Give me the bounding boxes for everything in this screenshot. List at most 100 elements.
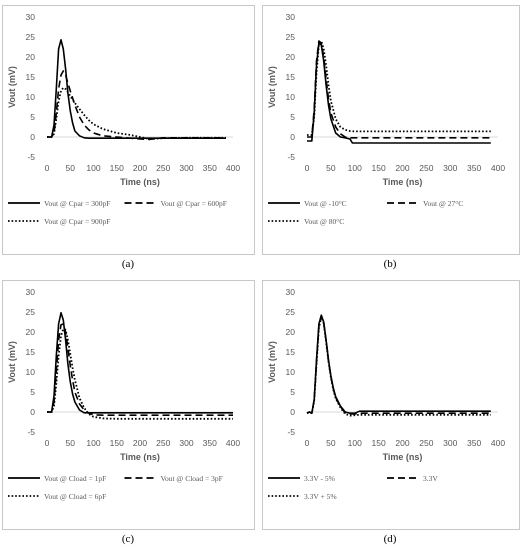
panel-label-c: (c) <box>121 533 135 545</box>
panel-label-d: (d) <box>383 533 397 545</box>
p0-ylabel: Vout (mV) <box>7 66 17 108</box>
p1-xtick-350: 350 <box>467 163 481 173</box>
p1-ytick-20: 20 <box>286 52 296 62</box>
p1-series-dashed-line <box>307 40 491 139</box>
p3-ytick-15: 15 <box>286 347 296 357</box>
p2-xtick-150: 150 <box>110 438 124 448</box>
p1-ylabel: Vout (mV) <box>267 66 277 108</box>
p1-legend-label-dotted: Vout @ 80°C <box>304 217 344 226</box>
p1-legend-label-solid: Vout @ -10°C <box>304 199 347 208</box>
p2-legend-label-dashed: Vout @ Cload = 3pF <box>161 474 223 483</box>
p0-xlabel: Time (ns) <box>120 177 160 187</box>
p2-ytick-15: 15 <box>26 347 36 357</box>
p2-ytick-0: 0 <box>30 407 35 417</box>
p2-xtick-100: 100 <box>86 438 100 448</box>
p3-xtick-300: 300 <box>443 438 457 448</box>
p0-ytick-0: 0 <box>30 132 35 142</box>
p2-xtick-200: 200 <box>133 438 147 448</box>
p3-ylabel: Vout (mV) <box>267 341 277 383</box>
p2-series-solid-line <box>47 311 233 414</box>
panel-d-frame <box>262 280 520 530</box>
panel-b-frame <box>262 5 520 255</box>
p0-legend-label-solid: Vout @ Cpar = 300pF <box>44 199 110 208</box>
p0-ytick-15: 15 <box>26 72 36 82</box>
p1-ytick-30: 30 <box>286 12 296 22</box>
p2-xtick-300: 300 <box>179 438 193 448</box>
p3-ytick-5: 5 <box>290 387 295 397</box>
panel-a-frame <box>2 5 255 255</box>
p2-series-dashed-line <box>47 323 233 416</box>
p1-ytick-0: 0 <box>290 132 295 142</box>
p1-xtick-50: 50 <box>326 163 336 173</box>
p2-xtick-50: 50 <box>66 438 76 448</box>
p3-series-dotted-line <box>306 315 491 417</box>
p3-xtick-400: 400 <box>491 438 505 448</box>
p0-xtick-100: 100 <box>86 163 100 173</box>
p2-ytick-25: 25 <box>26 307 36 317</box>
p1-ytick-10: 10 <box>286 92 296 102</box>
p3-ytick--5: -5 <box>287 427 295 437</box>
p3-xtick-0: 0 <box>305 438 310 448</box>
p3-series-solid-line <box>306 314 491 414</box>
p3-ytick-20: 20 <box>286 327 296 337</box>
p3-legend-label-dotted: 3.3V + 5% <box>304 492 337 501</box>
p2-series-dotted-line <box>47 327 233 420</box>
p0-series-solid-line <box>47 38 226 139</box>
p2-ytick-5: 5 <box>30 387 35 397</box>
p1-xtick-300: 300 <box>443 163 457 173</box>
p0-legend-label-dotted: Vout @ Cpar = 900pF <box>44 217 110 226</box>
p1-xtick-400: 400 <box>491 163 505 173</box>
p1-xtick-150: 150 <box>372 163 386 173</box>
p3-legend-label-solid: 3.3V - 5% <box>304 474 335 483</box>
p2-xtick-400: 400 <box>226 438 240 448</box>
p1-xtick-0: 0 <box>305 163 310 173</box>
p0-ytick-5: 5 <box>30 112 35 122</box>
p3-ytick-30: 30 <box>286 287 296 297</box>
p0-ytick-10: 10 <box>26 92 36 102</box>
p1-xtick-100: 100 <box>348 163 362 173</box>
p1-series-dotted-line <box>307 40 491 136</box>
panel-label-b: (b) <box>383 258 397 270</box>
p1-xtick-250: 250 <box>419 163 433 173</box>
p3-legend-label-dashed: 3.3V <box>423 474 438 483</box>
p1-xtick-200: 200 <box>395 163 409 173</box>
p3-xtick-350: 350 <box>467 438 481 448</box>
p1-ytick--5: -5 <box>287 152 295 162</box>
p2-xtick-0: 0 <box>45 438 50 448</box>
p0-xtick-400: 400 <box>226 163 240 173</box>
p1-xlabel: Time (ns) <box>383 177 423 187</box>
panel-c-frame <box>2 280 255 530</box>
p2-legend-label-solid: Vout @ Cload = 1pF <box>44 474 106 483</box>
p1-ytick-25: 25 <box>286 32 296 42</box>
p2-ylabel: Vout (mV) <box>7 341 17 383</box>
p3-xtick-150: 150 <box>372 438 386 448</box>
p2-ytick-20: 20 <box>26 327 36 337</box>
p1-ytick-15: 15 <box>286 72 296 82</box>
p2-xtick-250: 250 <box>156 438 170 448</box>
p2-ytick-10: 10 <box>26 367 36 377</box>
p3-series-dashed-line <box>306 315 491 415</box>
p1-series-solid-line <box>307 42 491 144</box>
p0-ytick--5: -5 <box>27 152 35 162</box>
p0-series-dotted-line <box>47 86 226 140</box>
p0-legend-label-dashed: Vout @ Cpar = 600pF <box>161 199 227 208</box>
p0-xtick-350: 350 <box>203 163 217 173</box>
p0-xtick-300: 300 <box>179 163 193 173</box>
p3-ytick-25: 25 <box>286 307 296 317</box>
p3-xlabel: Time (ns) <box>383 452 423 462</box>
p0-xtick-250: 250 <box>156 163 170 173</box>
p0-xtick-200: 200 <box>133 163 147 173</box>
p0-ytick-20: 20 <box>26 52 36 62</box>
p3-xtick-200: 200 <box>395 438 409 448</box>
p3-xtick-50: 50 <box>326 438 336 448</box>
p1-ytick-5: 5 <box>290 112 295 122</box>
p2-xtick-350: 350 <box>203 438 217 448</box>
p0-xtick-0: 0 <box>45 163 50 173</box>
p3-xtick-100: 100 <box>348 438 362 448</box>
p2-xlabel: Time (ns) <box>120 452 160 462</box>
p2-ytick-30: 30 <box>26 287 36 297</box>
